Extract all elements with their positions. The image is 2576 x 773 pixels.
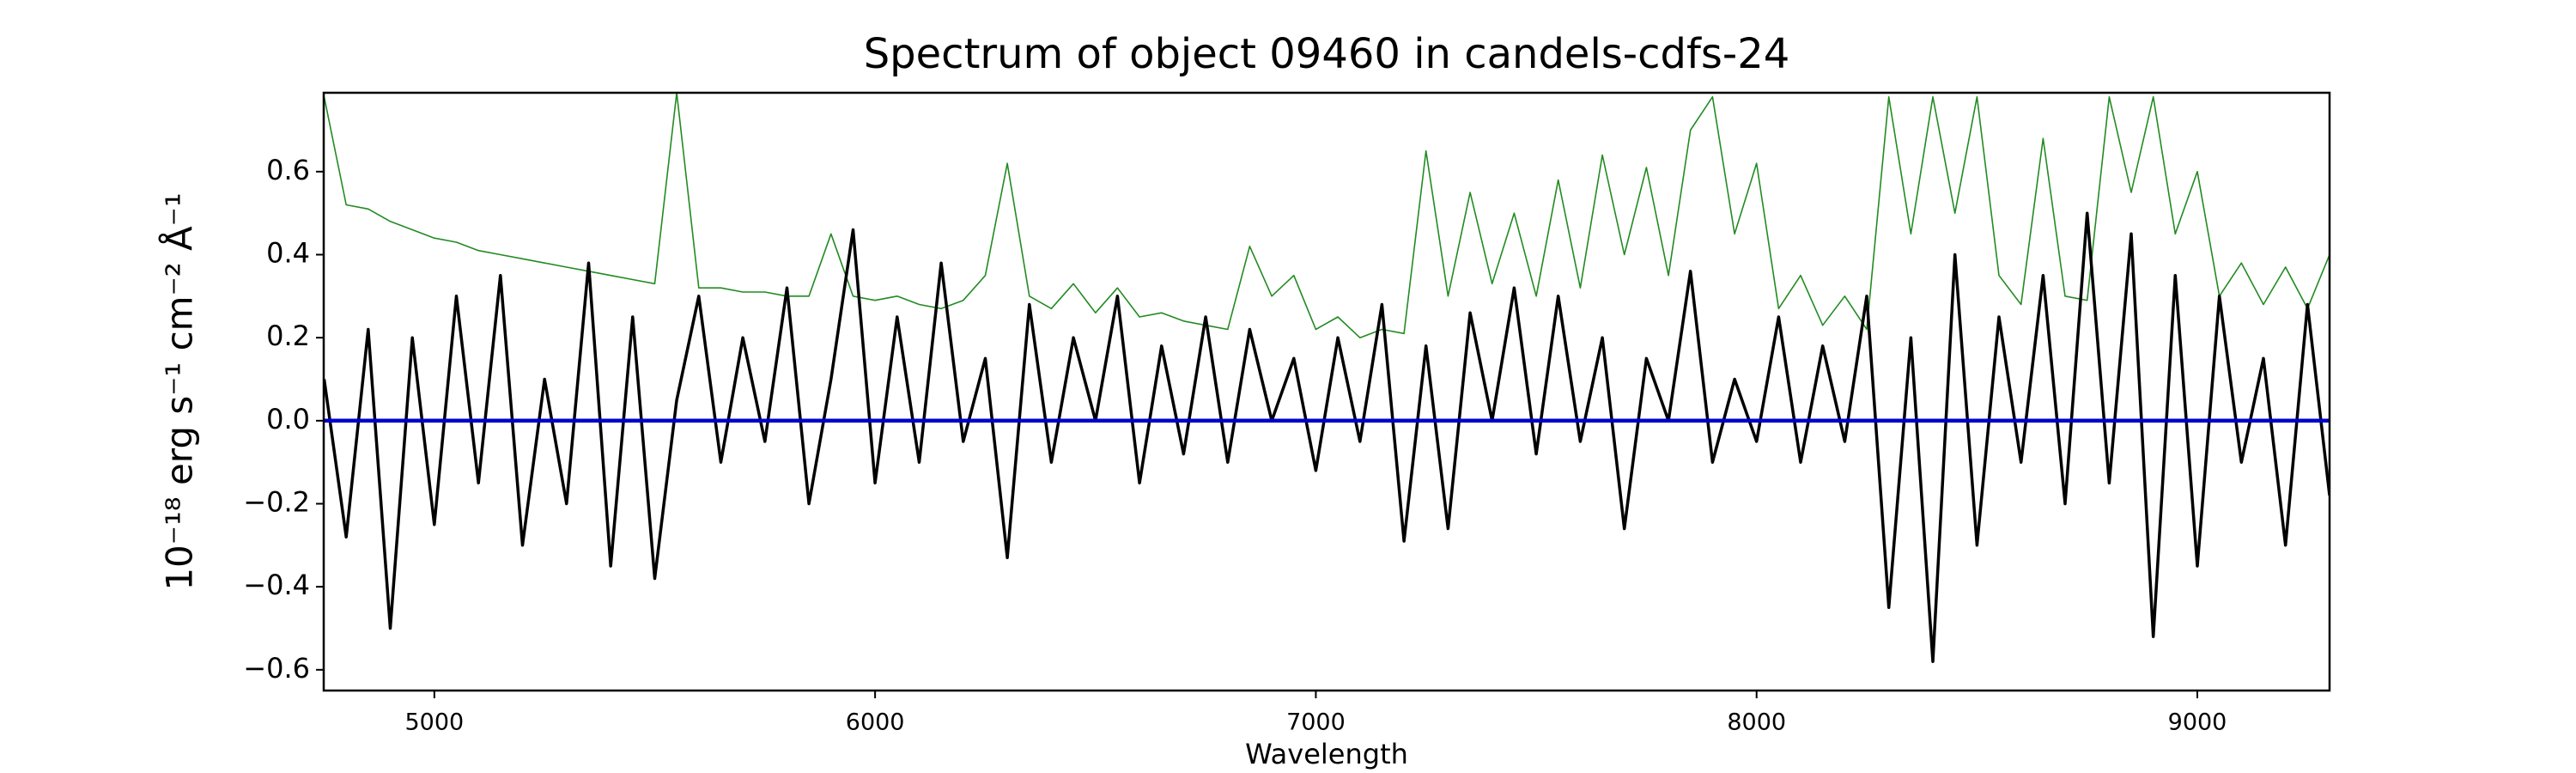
y-axis-label: 10⁻¹⁸ erg s⁻¹ cm⁻² Å⁻¹ <box>158 192 201 590</box>
chart-title: Spectrum of object 09460 in candels-cdfs… <box>864 30 1790 78</box>
spectrum-line <box>324 93 2330 338</box>
x-tick-label: 8000 <box>1727 709 1786 736</box>
x-tick-label: 9000 <box>2168 709 2227 736</box>
spectrum-line <box>324 211 2330 663</box>
axes-frame <box>322 91 2331 692</box>
x-tick-label: 5000 <box>404 709 464 736</box>
y-tick-label: 0.0 <box>266 403 310 435</box>
x-tick-label: 6000 <box>846 709 905 736</box>
y-tick-label: −0.6 <box>243 652 310 685</box>
y-tick-label: −0.4 <box>243 569 310 601</box>
y-tick-label: 0.2 <box>266 320 310 352</box>
y-tick-label: 0.6 <box>266 154 310 186</box>
x-tick-label: 7000 <box>1286 709 1346 736</box>
y-tick-label: −0.2 <box>243 486 310 519</box>
y-tick-label: 0.4 <box>266 237 310 270</box>
x-axis-label: Wavelength <box>1245 738 1408 770</box>
plot-area <box>324 93 2330 663</box>
